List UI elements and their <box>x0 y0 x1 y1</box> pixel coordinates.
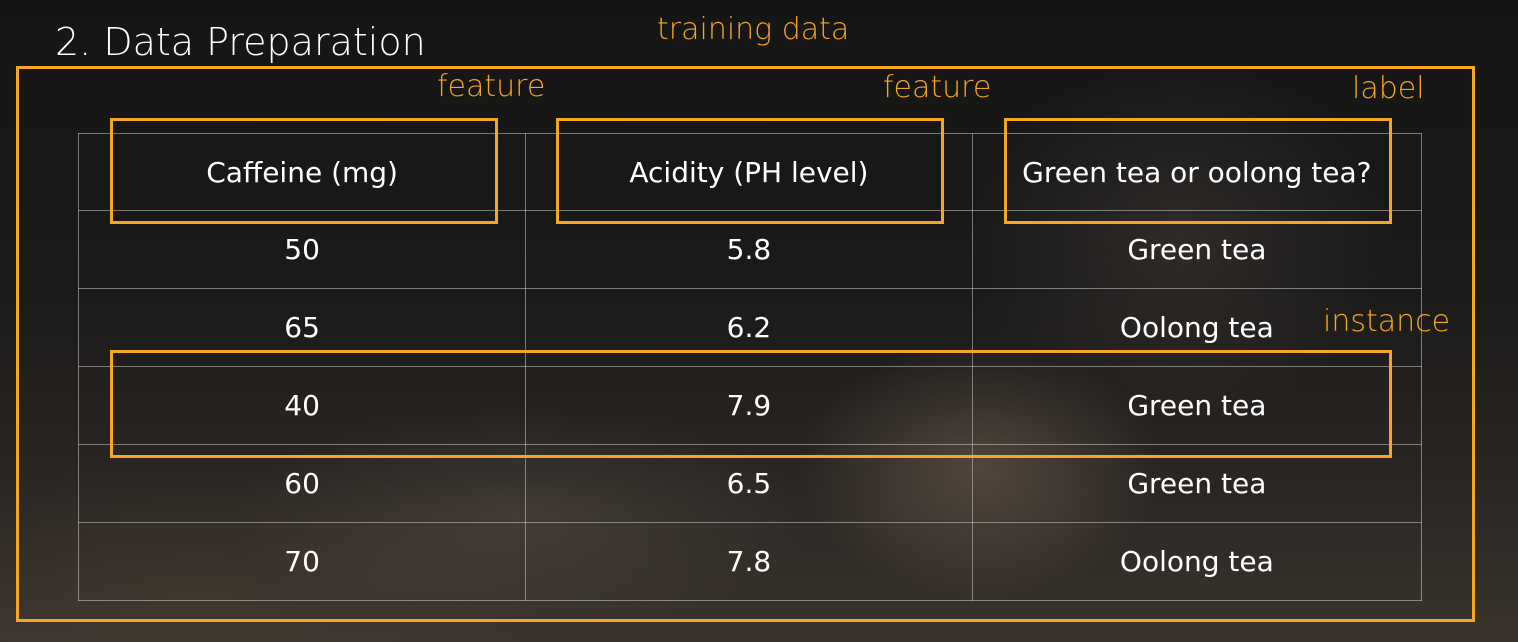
feature-caffeine-highlight-box <box>110 118 498 224</box>
instance-highlight-box <box>110 350 1392 458</box>
cell-tea-type: Oolong tea <box>971 288 1423 367</box>
cell-caffeine: 40 <box>77 366 527 445</box>
feature-acidity-highlight-box <box>556 118 944 224</box>
cell-tea-type: Green tea <box>971 366 1423 445</box>
cell-caffeine: 65 <box>77 288 527 367</box>
slide-title: 2. Data Preparation <box>55 20 426 64</box>
cell-acidity: 7.8 <box>525 522 973 601</box>
cell-acidity: 6.2 <box>525 288 973 367</box>
table-row: 65 6.2 Oolong tea <box>77 288 1423 367</box>
cell-caffeine: 70 <box>77 522 527 601</box>
header-tea-type: Green tea or oolong tea? <box>971 133 1423 211</box>
table-row: 40 7.9 Green tea <box>77 366 1423 445</box>
annotation-training-data: training data <box>657 12 850 47</box>
annotation-feature-acidity: feature <box>883 70 992 105</box>
annotation-label: label <box>1352 71 1425 106</box>
annotation-feature-caffeine: feature <box>437 69 546 104</box>
table-row: 70 7.8 Oolong tea <box>77 522 1423 601</box>
cell-tea-type: Oolong tea <box>971 522 1423 601</box>
label-highlight-box <box>1004 118 1392 224</box>
training-data-frame <box>16 66 1475 622</box>
cell-acidity: 7.9 <box>525 366 973 445</box>
